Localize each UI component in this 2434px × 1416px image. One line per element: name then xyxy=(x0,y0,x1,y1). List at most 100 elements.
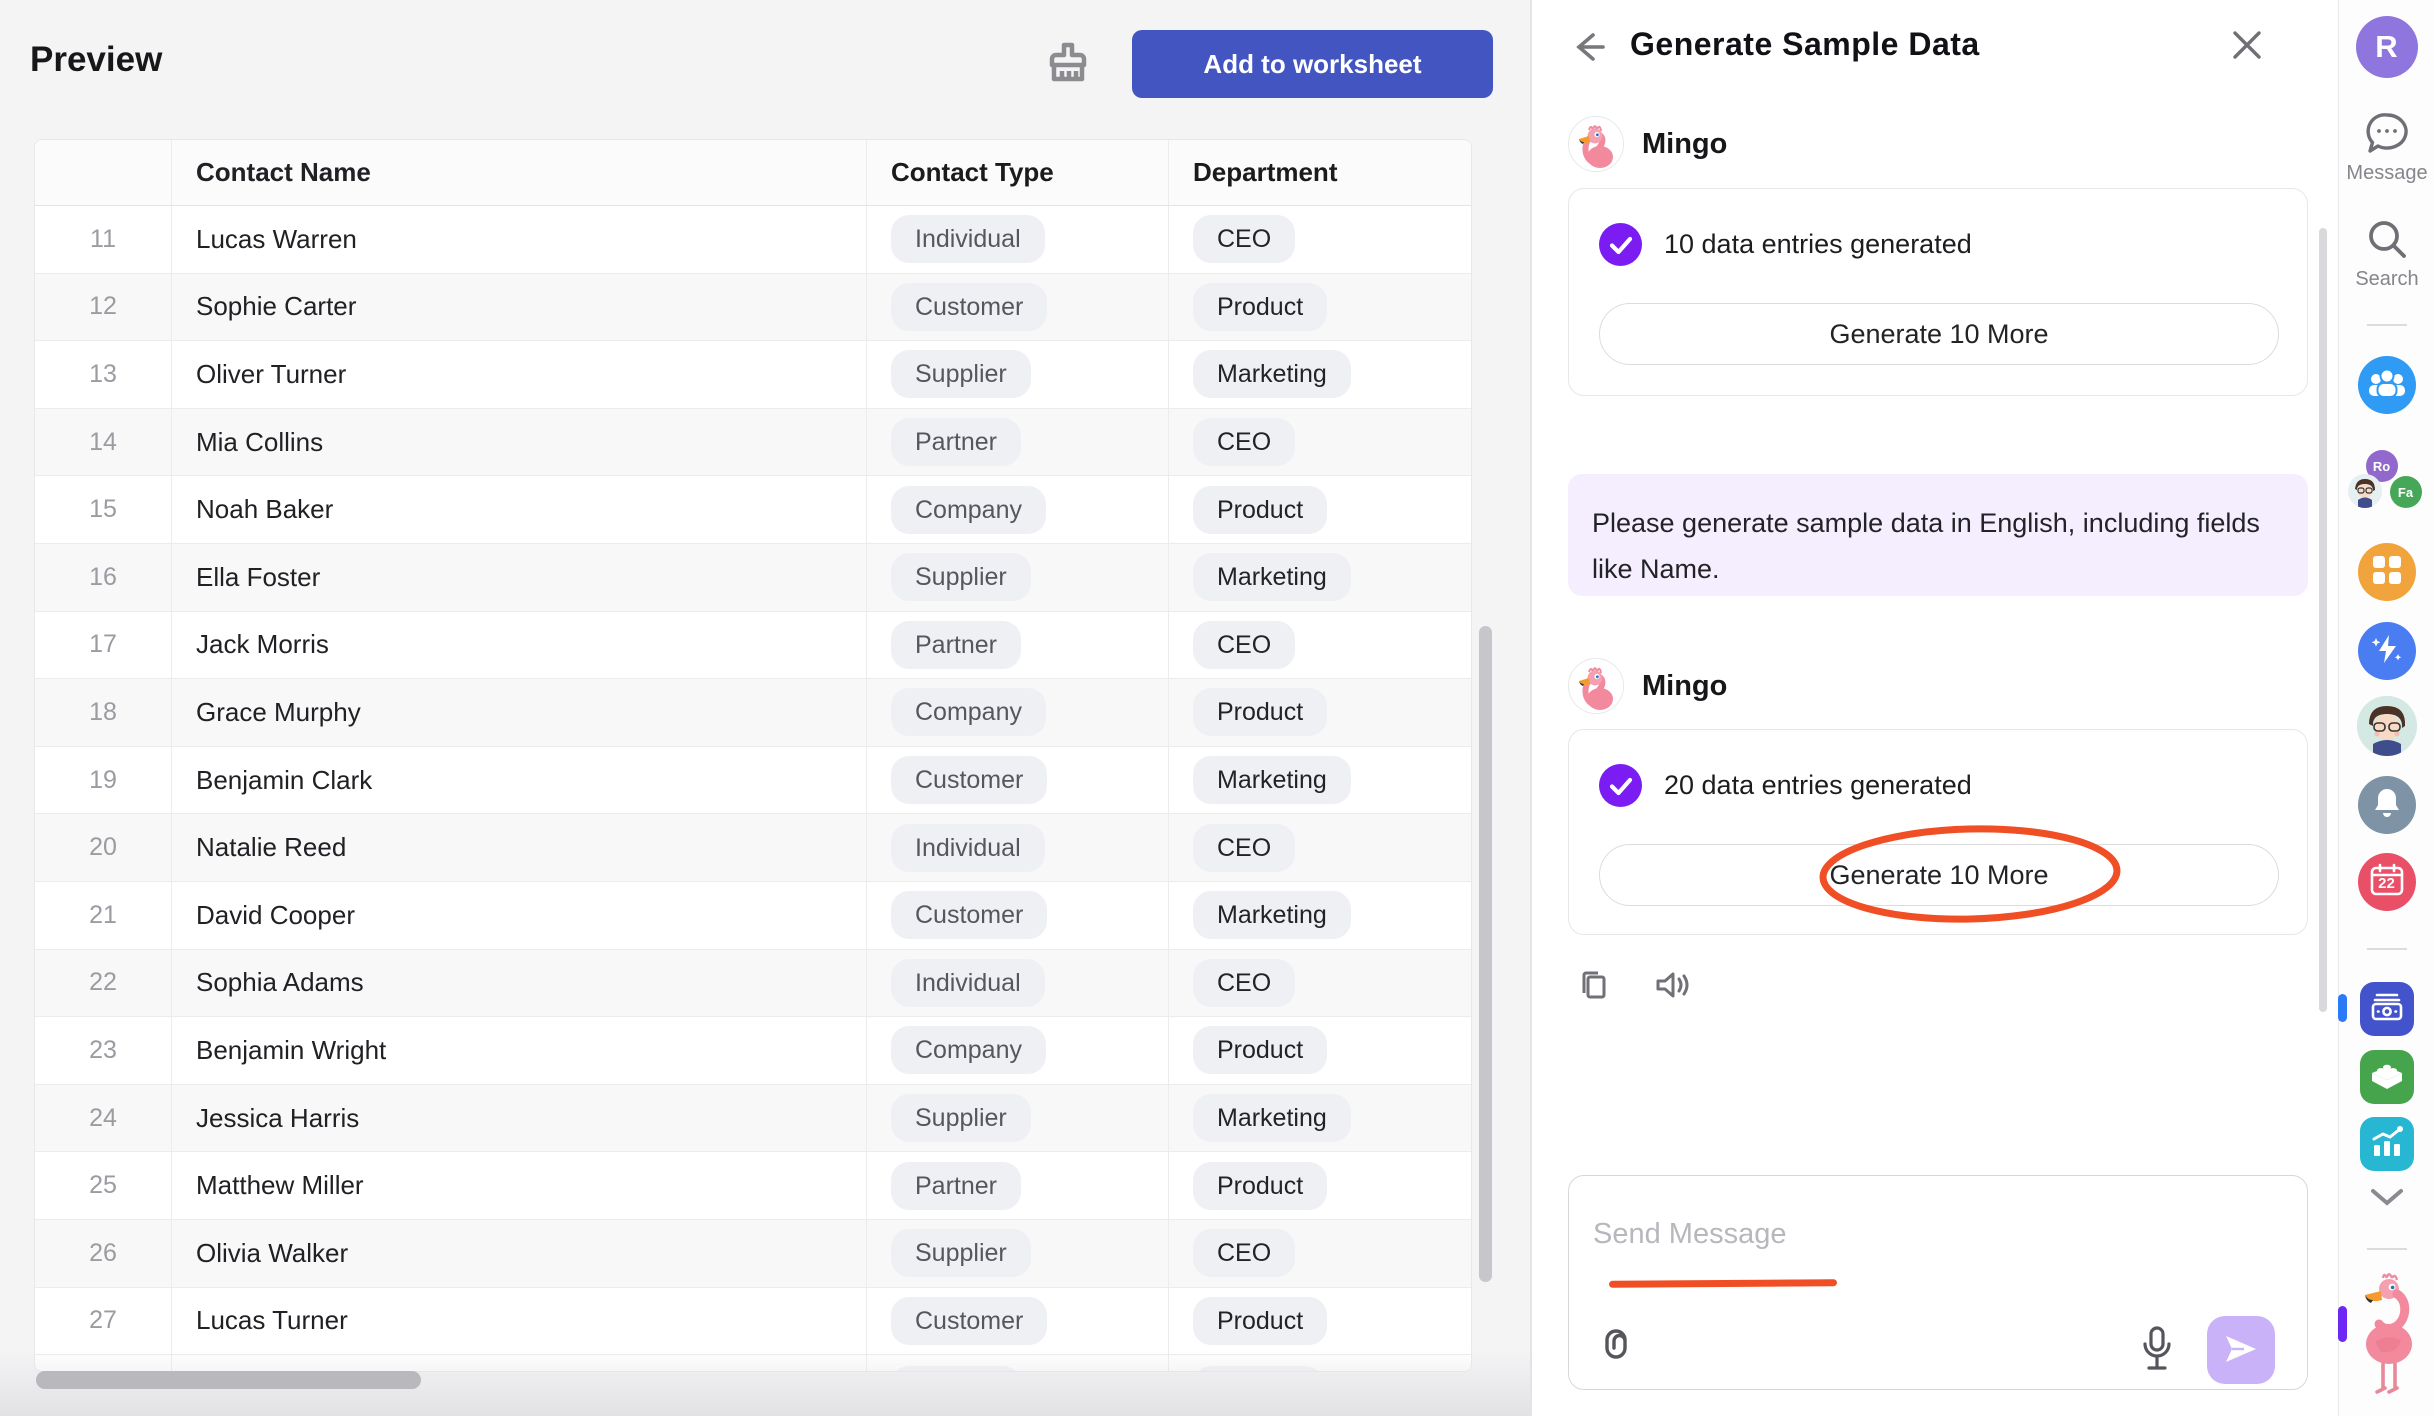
cell-contact-name[interactable]: Jessica Harris xyxy=(172,1084,867,1152)
cell-contact-name[interactable]: Noah Baker xyxy=(172,476,867,543)
cell-department[interactable]: Product xyxy=(1169,1152,1471,1219)
read-aloud-button[interactable] xyxy=(1654,968,1690,1004)
cell-contact-type[interactable]: Customer xyxy=(867,746,1169,814)
back-button[interactable] xyxy=(1568,28,1608,68)
cell-contact-name[interactable]: Ella Foster xyxy=(172,543,867,611)
table-row[interactable]: 26 Olivia Walker Supplier CEO xyxy=(35,1219,1471,1288)
table-row[interactable]: 15 Noah Baker Company Product xyxy=(35,476,1471,544)
voice-input-button[interactable] xyxy=(2137,1324,2177,1376)
header-contact-name[interactable]: Contact Name xyxy=(172,140,867,205)
cell-contact-type[interactable]: Individual xyxy=(867,814,1169,881)
table-row[interactable]: 20 Natalie Reed Individual CEO xyxy=(35,814,1471,882)
cell-contact-type[interactable]: Partner xyxy=(867,408,1169,476)
cell-department[interactable]: CEO xyxy=(1169,612,1471,679)
cell-contact-name[interactable]: Benjamin Wright xyxy=(172,1017,867,1084)
contacts-app-icon[interactable] xyxy=(2357,356,2416,414)
copy-button[interactable] xyxy=(1576,968,1612,1004)
cell-contact-name[interactable]: Benjamin Clark xyxy=(172,746,867,814)
rail-message-button[interactable] xyxy=(2363,110,2411,159)
cell-contact-name[interactable]: Matthew Miller xyxy=(172,1152,867,1219)
add-to-worksheet-button[interactable]: Add to worksheet xyxy=(1132,30,1493,98)
table-row[interactable]: 13 Oliver Turner Supplier Marketing xyxy=(35,341,1471,409)
cell-contact-name[interactable]: Sophia Adams xyxy=(172,949,867,1017)
cell-department[interactable]: CEO xyxy=(1169,814,1471,881)
cell-contact-type[interactable]: Supplier xyxy=(867,341,1169,408)
cell-contact-type[interactable]: Customer xyxy=(867,1287,1169,1355)
apps-grid-icon[interactable] xyxy=(2357,543,2416,601)
cell-department[interactable]: Marketing xyxy=(1169,341,1471,408)
cell-contact-name[interactable]: Olivia Walker xyxy=(172,1219,867,1287)
rail-search-button[interactable] xyxy=(2364,216,2410,265)
attach-file-button[interactable] xyxy=(1591,1324,1639,1370)
cell-contact-name[interactable]: Grace Murphy xyxy=(172,679,867,746)
calendar-app-icon[interactable]: 22 xyxy=(2357,853,2416,911)
clear-preview-button[interactable] xyxy=(1038,36,1098,96)
cell-department[interactable]: Product xyxy=(1169,476,1471,543)
analytics-app-icon[interactable] xyxy=(2359,1117,2414,1171)
cell-department[interactable]: Product xyxy=(1169,1017,1471,1084)
cell-contact-name[interactable]: Lucas Warren xyxy=(172,206,867,273)
plugins-app-icon[interactable] xyxy=(2359,1050,2414,1104)
cell-contact-type[interactable]: Individual xyxy=(867,949,1169,1017)
cell-contact-type[interactable]: Supplier xyxy=(867,543,1169,611)
cell-contact-type[interactable]: Individual xyxy=(867,206,1169,273)
cell-contact-type[interactable]: Company xyxy=(867,1017,1169,1084)
cell-contact-name[interactable]: Natalie Reed xyxy=(172,814,867,881)
group-members-cluster[interactable]: Ro Fa xyxy=(2347,450,2426,530)
contact-avatar[interactable] xyxy=(2356,696,2417,756)
send-message-input[interactable] xyxy=(1593,1212,2153,1256)
cell-contact-type[interactable]: Supplier xyxy=(867,1219,1169,1287)
mingo-mascot[interactable] xyxy=(2349,1272,2425,1402)
table-row[interactable]: 22 Sophia Adams Individual CEO xyxy=(35,949,1471,1018)
cell-contact-type[interactable]: Supplier xyxy=(867,1084,1169,1152)
table-row[interactable]: 21 David Cooper Customer Marketing xyxy=(35,881,1471,950)
chat-scrollbar[interactable] xyxy=(2319,228,2327,1012)
cell-contact-type[interactable]: Company xyxy=(867,476,1169,543)
table-row[interactable]: 16 Ella Foster Supplier Marketing xyxy=(35,543,1471,612)
cell-department[interactable]: Marketing xyxy=(1169,882,1471,949)
user-avatar[interactable]: R xyxy=(2355,16,2418,78)
cell-contact-type[interactable]: Partner xyxy=(867,1152,1169,1219)
cell-department[interactable]: CEO xyxy=(1169,1220,1471,1287)
table-horizontal-scrollbar[interactable] xyxy=(36,1371,421,1389)
cell-department[interactable]: Marketing xyxy=(1169,1085,1471,1152)
cell-department[interactable]: CEO xyxy=(1169,206,1471,273)
automation-icon[interactable] xyxy=(2357,622,2416,680)
header-department[interactable]: Department xyxy=(1193,157,1338,187)
cell-contact-name[interactable]: Lucas Turner xyxy=(172,1287,867,1355)
generate-10-more-button[interactable]: Generate 10 More xyxy=(1599,844,2279,906)
cell-department[interactable]: Marketing xyxy=(1169,544,1471,611)
cell-contact-type[interactable]: Customer xyxy=(867,881,1169,949)
notifications-icon[interactable] xyxy=(2357,776,2416,834)
cell-department[interactable]: CEO xyxy=(1169,950,1471,1017)
send-button[interactable] xyxy=(2207,1316,2275,1384)
table-row[interactable]: 18 Grace Murphy Company Product xyxy=(35,679,1471,747)
table-row[interactable]: 19 Benjamin Clark Customer Marketing xyxy=(35,746,1471,815)
generate-10-more-button[interactable]: Generate 10 More xyxy=(1599,303,2279,365)
finance-app-icon[interactable] xyxy=(2359,982,2414,1036)
rail-expand-button[interactable] xyxy=(2369,1186,2405,1211)
table-vertical-scrollbar[interactable] xyxy=(1479,626,1492,1282)
cell-department[interactable]: Product xyxy=(1169,1288,1471,1355)
cell-contact-name[interactable]: Oliver Turner xyxy=(172,341,867,408)
cell-contact-name[interactable]: Mia Collins xyxy=(172,408,867,476)
header-contact-type[interactable]: Contact Type xyxy=(867,140,1169,205)
cell-contact-name[interactable]: Sophie Carter xyxy=(172,273,867,341)
cell-contact-name[interactable]: Jack Morris xyxy=(172,611,867,679)
cell-contact-type[interactable]: Customer xyxy=(867,273,1169,341)
cell-contact-type[interactable]: Company xyxy=(867,679,1169,746)
table-row[interactable]: 27 Lucas Turner Customer Product xyxy=(35,1287,1471,1356)
table-row[interactable]: 24 Jessica Harris Supplier Marketing xyxy=(35,1084,1471,1153)
cell-department[interactable]: CEO xyxy=(1169,409,1471,476)
table-row[interactable]: 14 Mia Collins Partner CEO xyxy=(35,408,1471,477)
close-button[interactable] xyxy=(2227,26,2267,66)
cell-contact-type[interactable]: Partner xyxy=(867,611,1169,679)
cell-department[interactable]: Product xyxy=(1169,274,1471,341)
table-row[interactable]: 25 Matthew Miller Partner Product xyxy=(35,1152,1471,1220)
cell-contact-name[interactable]: David Cooper xyxy=(172,881,867,949)
table-row[interactable]: 11 Lucas Warren Individual CEO xyxy=(35,206,1471,274)
cell-department[interactable]: Product xyxy=(1169,679,1471,746)
table-row[interactable]: 23 Benjamin Wright Company Product xyxy=(35,1017,1471,1085)
cell-department[interactable]: Marketing xyxy=(1169,747,1471,814)
table-row[interactable]: 17 Jack Morris Partner CEO xyxy=(35,611,1471,680)
